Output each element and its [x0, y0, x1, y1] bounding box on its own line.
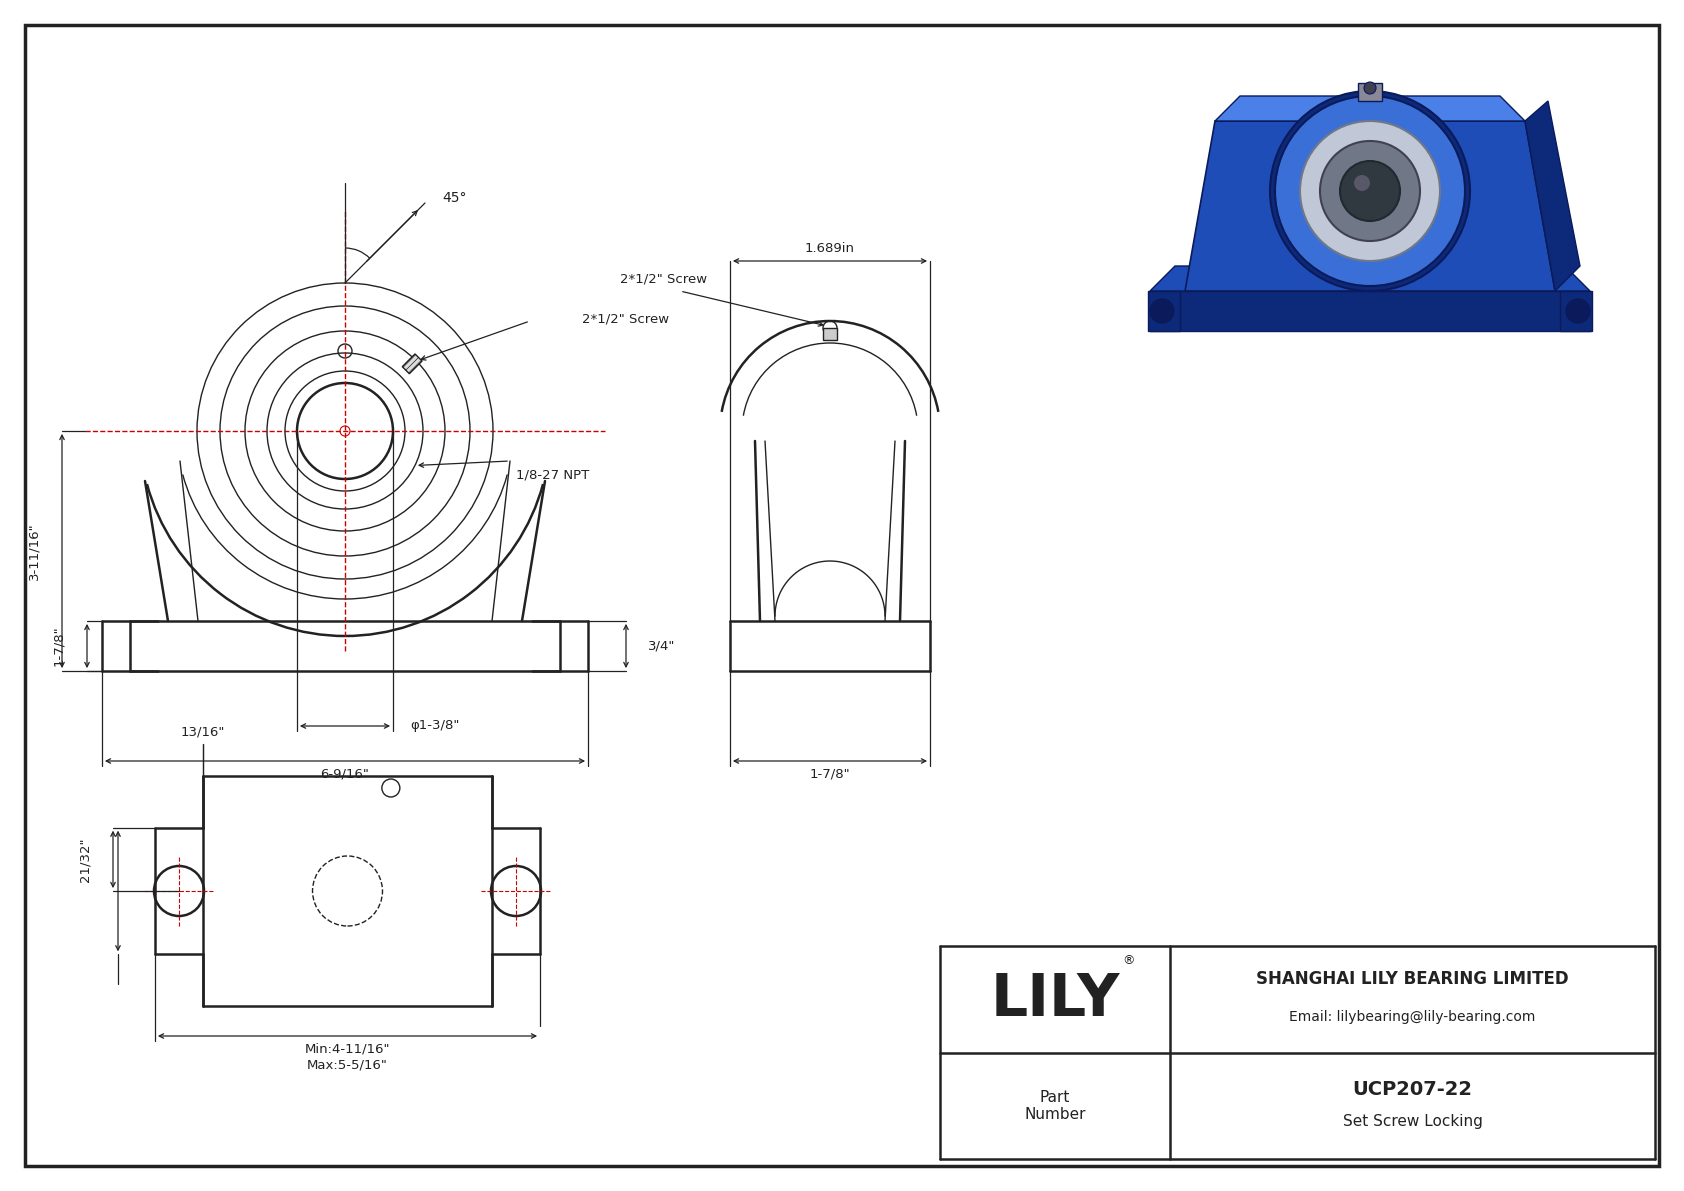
Text: 21/32": 21/32"	[79, 837, 91, 881]
Text: 2*1/2" Screw: 2*1/2" Screw	[620, 273, 707, 286]
Circle shape	[1340, 161, 1399, 222]
Text: Set Screw Locking: Set Screw Locking	[1342, 1115, 1482, 1129]
Text: 1-7/8": 1-7/8"	[52, 625, 66, 666]
Text: 3-11/16": 3-11/16"	[27, 522, 40, 580]
Text: Part
Number: Part Number	[1024, 1090, 1086, 1122]
Text: UCP207-22: UCP207-22	[1352, 1080, 1472, 1099]
Circle shape	[1364, 82, 1376, 94]
Circle shape	[1270, 91, 1470, 291]
Polygon shape	[402, 354, 423, 374]
Circle shape	[1150, 299, 1174, 323]
Circle shape	[1320, 141, 1420, 241]
Text: 2*1/2" Screw: 2*1/2" Screw	[583, 312, 669, 325]
Text: Min:4-11/16": Min:4-11/16"	[305, 1042, 391, 1055]
Circle shape	[1300, 121, 1440, 261]
Polygon shape	[1148, 291, 1180, 331]
Text: SHANGHAI LILY BEARING LIMITED: SHANGHAI LILY BEARING LIMITED	[1256, 971, 1569, 989]
Text: Email: lilybearing@lily-bearing.com: Email: lilybearing@lily-bearing.com	[1290, 1010, 1536, 1024]
Bar	[1357, 83, 1383, 101]
Polygon shape	[1559, 291, 1591, 331]
Text: 45°: 45°	[443, 191, 466, 205]
Polygon shape	[1150, 266, 1590, 291]
Polygon shape	[1526, 101, 1580, 291]
Polygon shape	[1214, 96, 1526, 121]
Circle shape	[1275, 96, 1465, 286]
Polygon shape	[1186, 121, 1554, 291]
Circle shape	[1566, 299, 1590, 323]
Text: 1/8-27 NPT: 1/8-27 NPT	[515, 468, 589, 481]
Text: 6-9/16": 6-9/16"	[320, 767, 369, 780]
Polygon shape	[1150, 291, 1590, 331]
Circle shape	[1354, 175, 1371, 191]
Bar	[823, 328, 837, 339]
Text: φ1-3/8": φ1-3/8"	[409, 719, 460, 732]
Text: LILY: LILY	[990, 971, 1120, 1028]
Text: 3/4": 3/4"	[648, 640, 675, 653]
Text: 1-7/8": 1-7/8"	[810, 767, 850, 780]
Text: ®: ®	[1122, 954, 1135, 967]
Text: 1.689in: 1.689in	[805, 243, 855, 256]
Text: Max:5-5/16": Max:5-5/16"	[306, 1059, 387, 1072]
Text: 13/16": 13/16"	[180, 725, 226, 738]
